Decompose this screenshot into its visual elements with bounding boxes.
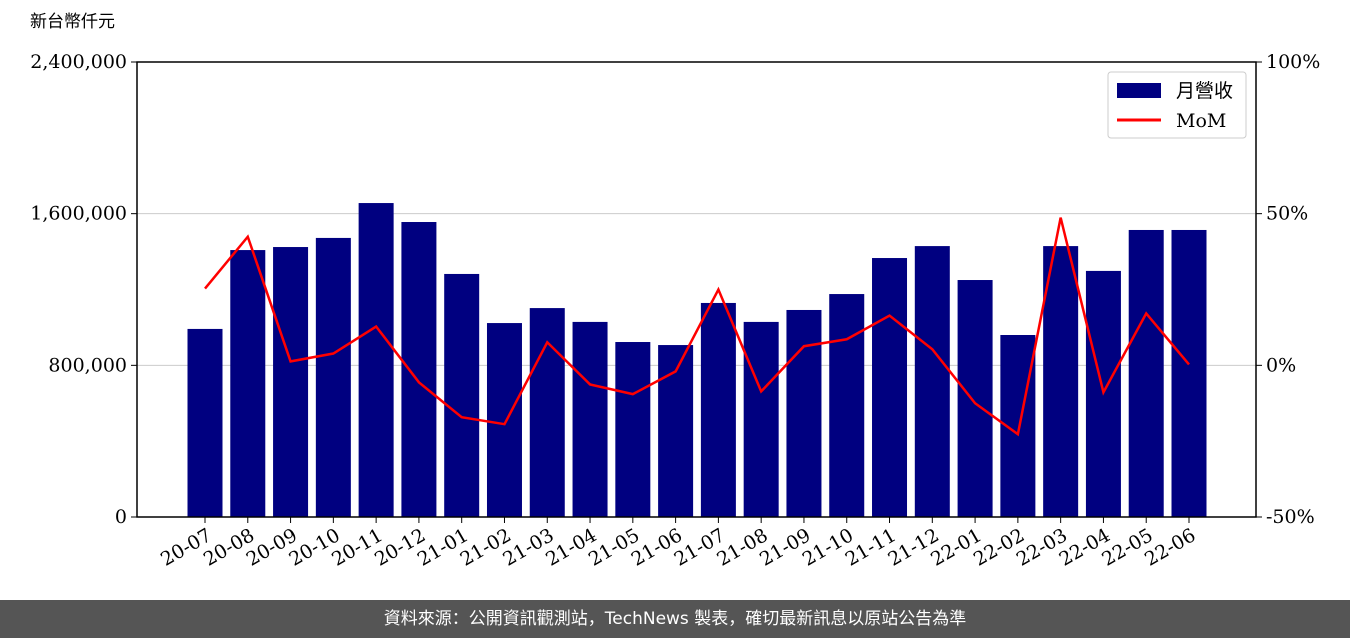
bar xyxy=(957,280,993,517)
bar xyxy=(572,321,608,517)
bar xyxy=(786,309,822,517)
bar xyxy=(743,321,779,517)
bar xyxy=(1171,229,1207,518)
y2-tick-label: 50% xyxy=(1266,203,1308,225)
bar xyxy=(187,328,223,517)
line xyxy=(204,217,1190,437)
bar xyxy=(273,247,309,518)
bar xyxy=(914,246,950,517)
plot-frame xyxy=(136,61,1257,518)
bar xyxy=(658,345,694,517)
y-tick-label: 2,400,000 xyxy=(30,51,127,73)
y-tick-label: 800,000 xyxy=(48,354,127,376)
bar xyxy=(401,222,437,517)
bar xyxy=(1043,246,1079,517)
bar xyxy=(486,323,522,517)
y2-tick-label: 0% xyxy=(1266,354,1296,376)
bar xyxy=(230,250,266,518)
y-tick-label: 1,600,000 xyxy=(30,203,127,225)
bar xyxy=(615,342,651,517)
y-tick-label: 0 xyxy=(115,506,127,528)
y2-tick-label: 100% xyxy=(1266,51,1320,73)
legend-label: MoM xyxy=(1176,110,1226,132)
y2-tick-label: -50% xyxy=(1266,506,1315,528)
bar xyxy=(700,302,736,517)
legend-label: 月營收 xyxy=(1176,80,1233,102)
bar xyxy=(829,294,865,517)
y-axis-title: 新台幣仟元 xyxy=(30,12,115,32)
bar xyxy=(1128,229,1164,518)
bar xyxy=(529,308,565,517)
bar xyxy=(872,258,908,517)
chart: 新台幣仟元 0 800,000 1,600,000 2,400,000 -50% 0% 50… xyxy=(30,12,1320,571)
footer: 資料來源：公開資訊觀測站，TechNews 製表，確切最新訊息以原站公告為準 xyxy=(0,600,1350,638)
x-tick-label: 22-06 xyxy=(1141,524,1199,570)
bar xyxy=(358,203,394,518)
legend-swatch xyxy=(1117,83,1161,98)
bar xyxy=(444,273,480,517)
bar xyxy=(315,237,351,517)
